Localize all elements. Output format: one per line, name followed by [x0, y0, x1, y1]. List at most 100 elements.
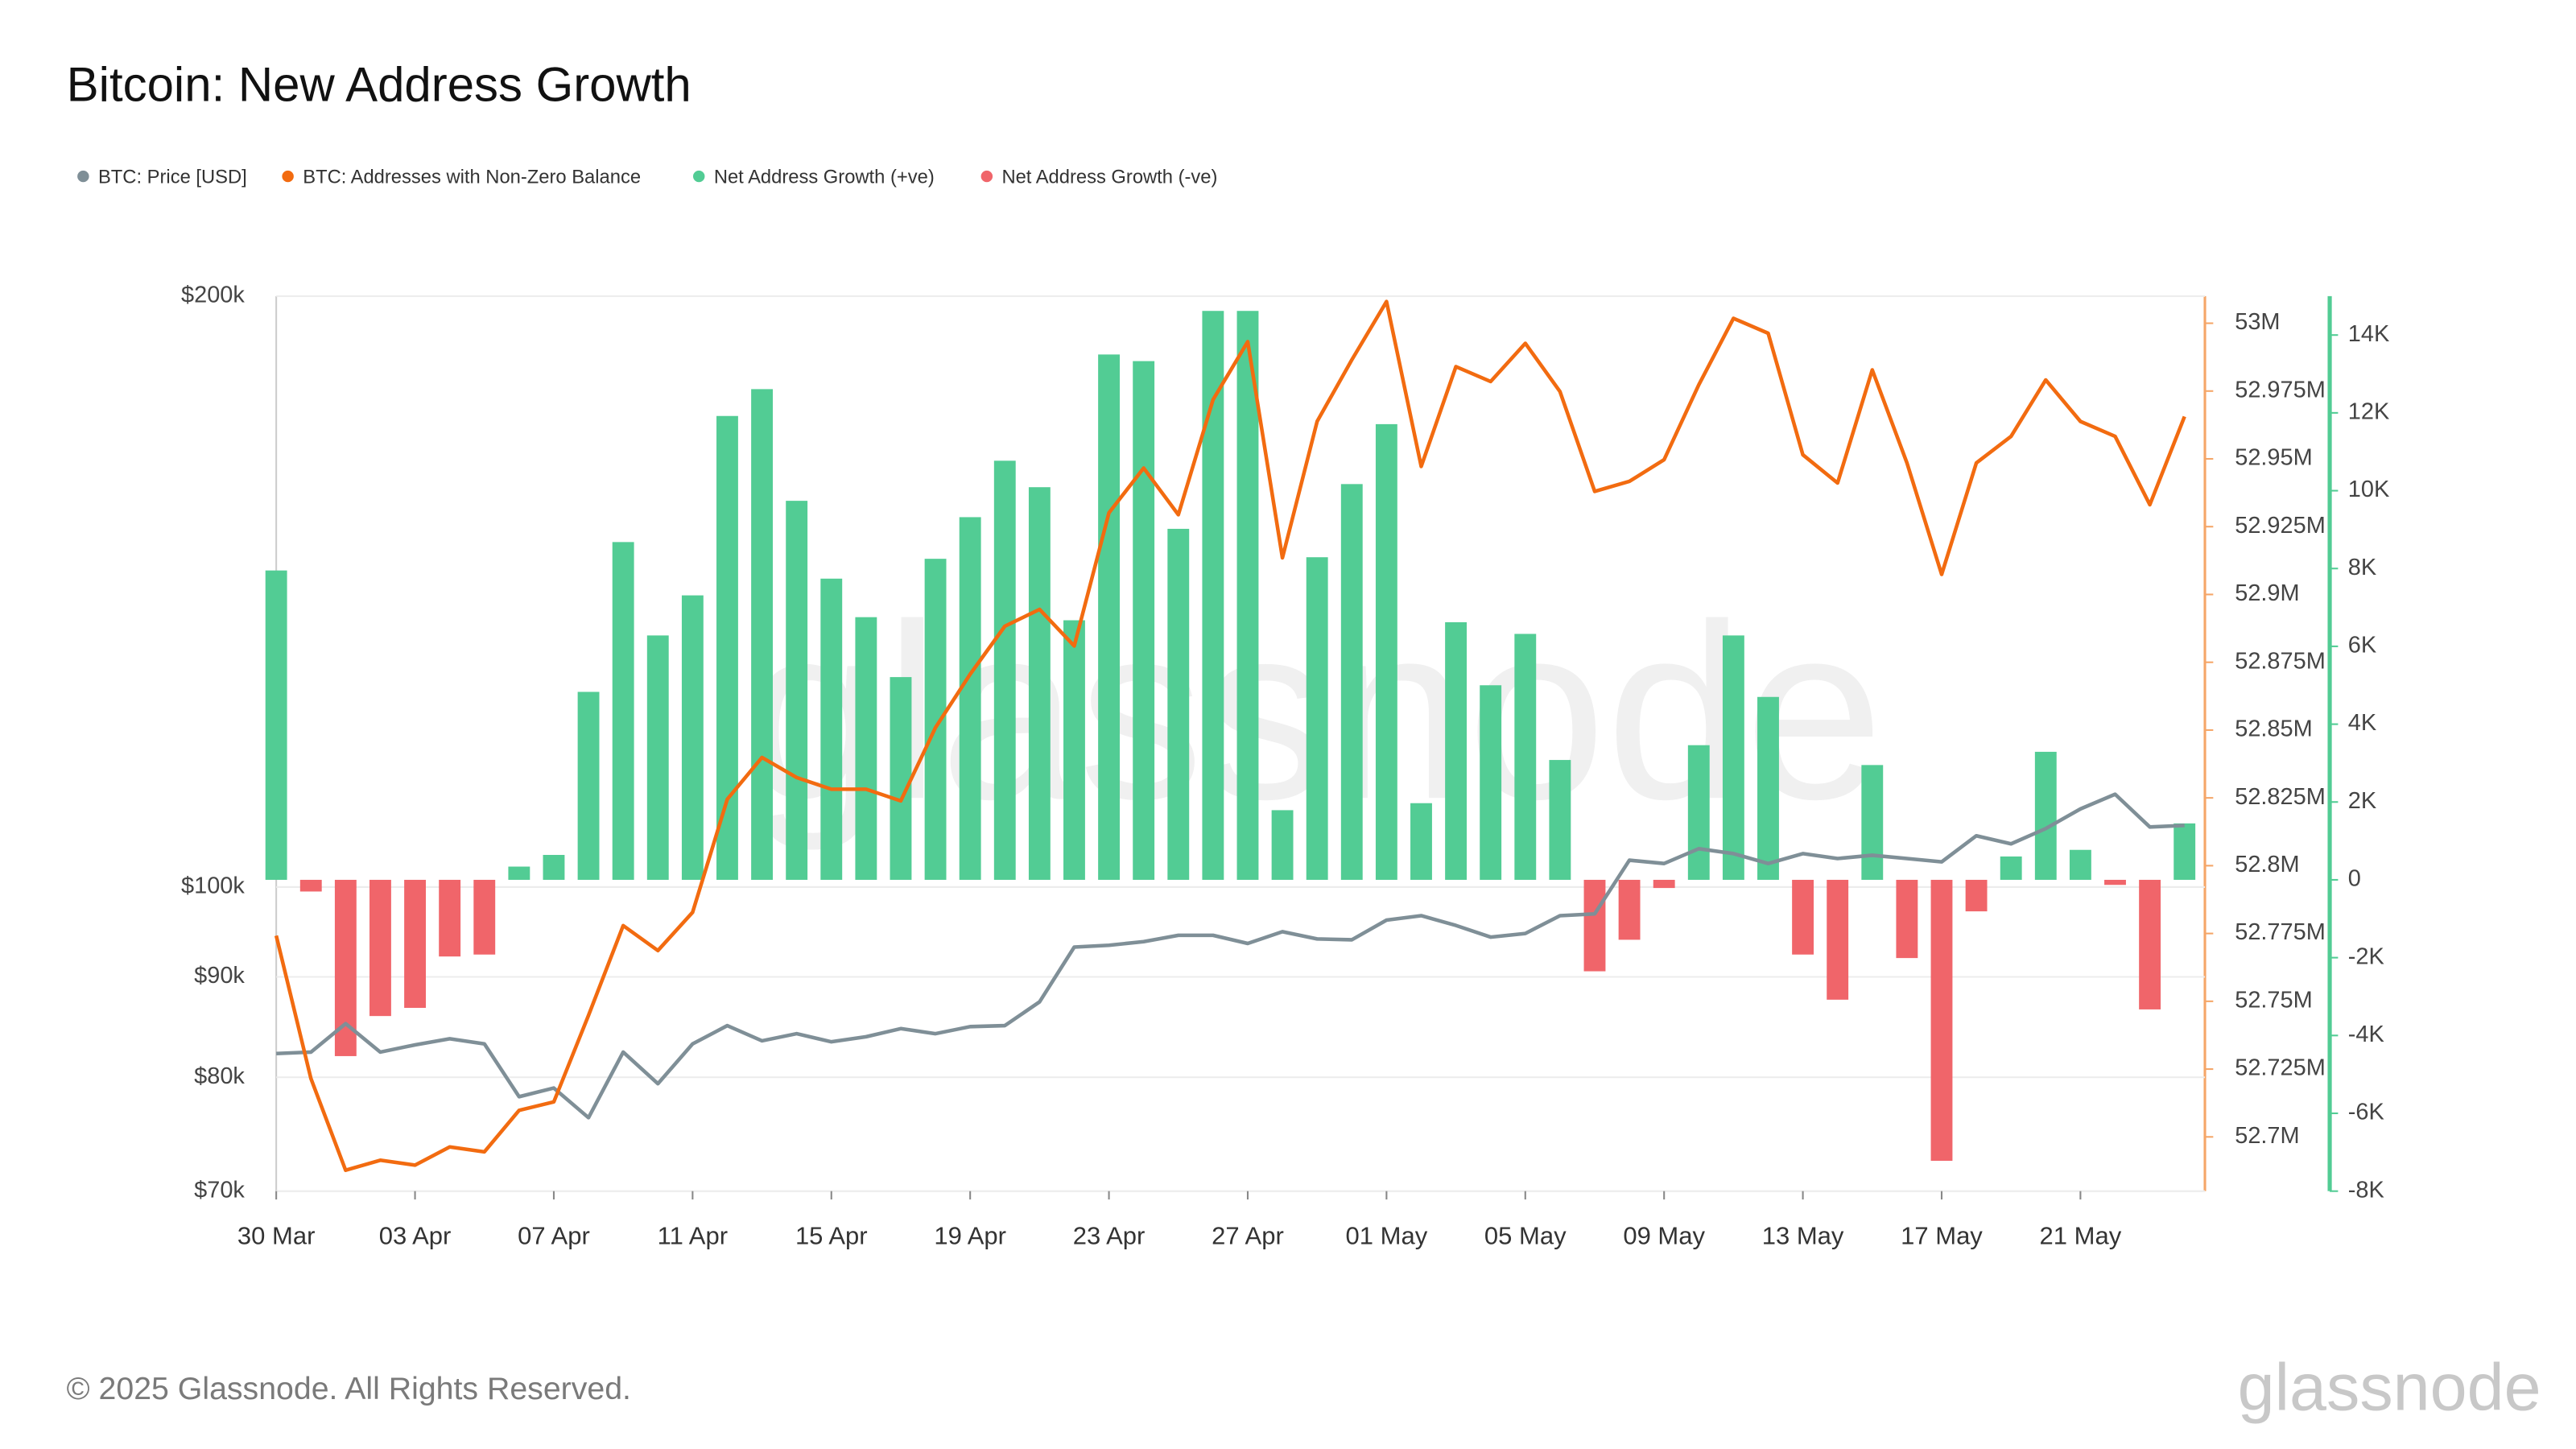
- bar: [1792, 879, 1814, 955]
- bar: [612, 542, 634, 880]
- x-tick-label: 15 Apr: [795, 1222, 868, 1250]
- legend-swatch: [282, 170, 294, 183]
- bar: [993, 460, 1016, 880]
- bar: [751, 389, 773, 880]
- y2-tick-label: 52.8M: [2235, 852, 2299, 877]
- bar: [1375, 423, 1397, 880]
- y3-tick-label: -2K: [2348, 943, 2384, 969]
- bar: [1410, 803, 1432, 880]
- x-tick-label: 11 Apr: [658, 1222, 728, 1250]
- y3-tick-label: 6K: [2348, 633, 2376, 658]
- y2-tick-label: 52.75M: [2235, 987, 2312, 1013]
- bar: [1549, 760, 1571, 880]
- bar: [1930, 879, 1953, 1161]
- bar: [2104, 879, 2126, 886]
- legend-swatch: [692, 170, 705, 183]
- y-tick-label: $100k: [181, 873, 245, 899]
- x-tick-label: 01 May: [1346, 1222, 1428, 1250]
- bar: [299, 879, 322, 892]
- y2-tick-label: 52.775M: [2235, 919, 2326, 945]
- y3-tick-label: 8K: [2348, 555, 2376, 580]
- line: [274, 299, 2186, 1173]
- x-tick-label: 21 May: [2040, 1222, 2122, 1250]
- y2-tick-label: 52.925M: [2235, 513, 2326, 539]
- y-tick-label: $80k: [194, 1063, 245, 1089]
- y2-tick-label: 52.95M: [2235, 445, 2312, 471]
- bar: [1722, 635, 1744, 880]
- y2-tick-label: 52.825M: [2235, 784, 2326, 810]
- bar: [1028, 487, 1051, 880]
- x-tick-label: 27 Apr: [1212, 1222, 1284, 1250]
- y2-tick-label: 52.725M: [2235, 1055, 2326, 1081]
- chart-title: Bitcoin: New Address Growth: [67, 57, 691, 111]
- x-tick-label: 17 May: [1901, 1222, 1983, 1250]
- y2-tick-label: 52.875M: [2235, 648, 2326, 674]
- y3-tick-label: 2K: [2348, 788, 2376, 814]
- bar: [1098, 354, 1121, 880]
- bar: [1445, 621, 1468, 880]
- bar: [2000, 856, 2022, 880]
- bar: [1514, 634, 1537, 880]
- bar: [369, 879, 391, 1017]
- bar: [1687, 745, 1710, 880]
- x-tick-label: 07 Apr: [518, 1222, 590, 1250]
- bar: [265, 570, 287, 880]
- bar: [959, 517, 981, 880]
- bar: [1133, 361, 1155, 880]
- bar: [2174, 823, 2196, 880]
- y2-tick-label: 52.975M: [2235, 377, 2326, 402]
- y3-tick-label: 10K: [2348, 477, 2389, 502]
- bar: [716, 415, 738, 880]
- x-tick-label: 09 May: [1623, 1222, 1705, 1250]
- y-tick-label: $200k: [181, 282, 245, 308]
- x-tick-label: 19 Apr: [934, 1222, 1006, 1250]
- footer: © 2025 Glassnode. All Rights Reserved.: [67, 1371, 631, 1406]
- x-tick-label: 13 May: [1762, 1222, 1844, 1250]
- y3-tick-label: -6K: [2348, 1100, 2384, 1125]
- bar: [855, 617, 877, 880]
- x-tick-label: 30 Mar: [237, 1222, 315, 1250]
- legend-label: Net Address Growth (+ve): [714, 166, 935, 188]
- bar: [2139, 879, 2161, 1009]
- y2-tick-label: 52.7M: [2235, 1123, 2299, 1149]
- bar: [577, 691, 600, 880]
- bar: [890, 677, 912, 880]
- y2-tick-label: 53M: [2235, 309, 2280, 335]
- bar: [1861, 765, 1884, 880]
- line: [276, 792, 2185, 1120]
- bar: [1827, 879, 1849, 1000]
- bar: [1618, 879, 1641, 940]
- bar: [1306, 557, 1328, 880]
- bar: [1480, 685, 1502, 880]
- bar: [2034, 751, 2057, 880]
- y3-tick-label: 0: [2348, 866, 2361, 892]
- legend-label: Net Address Growth (-ve): [1001, 166, 1217, 188]
- bar: [1167, 528, 1190, 880]
- y2-tick-label: 52.85M: [2235, 716, 2312, 742]
- bar: [1340, 484, 1363, 880]
- bar: [681, 595, 704, 880]
- y-tick-label: $90k: [194, 963, 245, 989]
- legend-swatch: [980, 170, 993, 183]
- bar: [820, 578, 843, 880]
- bar: [2069, 849, 2091, 880]
- bar: [1965, 879, 1988, 912]
- bar: [1583, 879, 1606, 972]
- bar: [1896, 879, 1918, 959]
- bar: [439, 879, 461, 957]
- legend-label: BTC: Addresses with Non-Zero Balance: [303, 166, 641, 188]
- bar: [1063, 620, 1085, 880]
- bar: [508, 866, 530, 880]
- y3-tick-label: 4K: [2348, 710, 2376, 736]
- y2-tick-label: 52.9M: [2235, 580, 2299, 606]
- bar: [473, 879, 496, 955]
- logo: glassnode: [2238, 1350, 2541, 1425]
- bar: [1271, 810, 1294, 880]
- bar: [543, 855, 565, 880]
- bar: [1757, 696, 1779, 880]
- legend-swatch: [77, 170, 89, 183]
- y3-tick-label: 12K: [2348, 399, 2389, 425]
- y3-tick-label: -4K: [2348, 1022, 2384, 1047]
